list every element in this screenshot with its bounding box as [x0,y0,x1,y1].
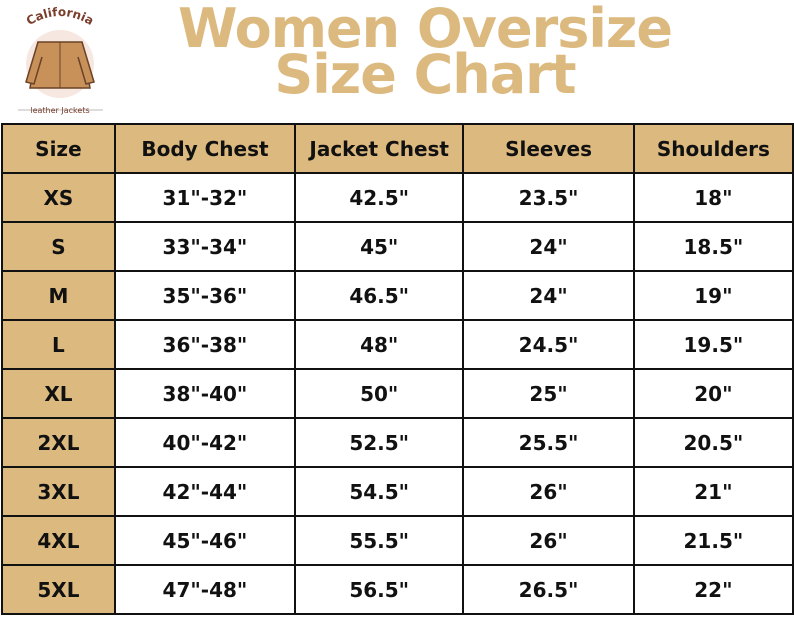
value-cell: 45" [294,221,465,272]
value-cell: 40"-42" [113,417,297,468]
value-cell: 50" [294,368,465,419]
header-row: Size Body Chest Jacket Chest Sleeves Shoulde… [1,123,794,174]
value-cell: 26" [462,466,635,517]
table-row: 5XL 47"-48" 56.5" 26.5" 22" [1,564,794,615]
table-row: 3XL 42"-44" 54.5" 26" 21" [1,466,794,517]
value-cell: 31"-32" [113,172,297,223]
value-cell: 26.5" [462,564,635,615]
title: Women Oversize Size Chart [130,0,720,106]
logo-text: California [24,5,96,28]
value-cell: 23.5" [462,172,635,223]
value-cell: 52.5" [294,417,465,468]
value-cell: 35"-36" [113,270,297,321]
value-cell: 56.5" [294,564,465,615]
value-cell: 20.5" [632,417,794,468]
title-line: Size Chart [274,43,576,106]
logo: California leather Jackets [18,5,103,115]
size-cell: S [1,221,116,272]
value-cell: 21" [632,466,794,517]
size-cell: 3XL [1,466,116,517]
value-cell: 42.5" [294,172,465,223]
logo-bottom: leather Jackets [30,106,89,115]
value-cell: 33"-34" [113,221,297,272]
table-row: XS 31"-32" 42.5" 23.5" 18" [1,172,794,223]
size-cell: 4XL [1,515,116,566]
size-cell: L [1,319,116,370]
value-cell: 24" [462,221,635,272]
value-cell: 46.5" [294,270,465,321]
size-table: Size Body Chest Jacket Chest Sleeves Shoulde… [1,123,794,615]
value-cell: 18.5" [632,221,794,272]
size-cell: XS [1,172,116,223]
size-cell: 5XL [1,564,116,615]
table-row: L 36"-38" 48" 24.5" 19.5" [1,319,794,370]
value-cell: 19.5" [632,319,794,370]
table-row: 2XL 40"-42" 52.5" 25.5" 20.5" [1,417,794,468]
value-cell: 36"-38" [113,319,297,370]
value-cell: 54.5" [294,466,465,517]
logo-top: California [24,5,96,28]
value-cell: 48" [294,319,465,370]
column-header: Body Chest [113,123,297,174]
value-cell: 26" [462,515,635,566]
table-row: XL 38"-40" 50" 25" 20" [1,368,794,419]
value-cell: 20" [632,368,794,419]
value-cell: 55.5" [294,515,465,566]
size-cell: XL [1,368,116,419]
column-header: Sleeves [462,123,635,174]
title-line: Women Oversize [178,0,673,60]
table-row: S 33"-34" 45" 24" 18.5" [1,221,794,272]
column-header: Jacket Chest [294,123,465,174]
value-cell: 25" [462,368,635,419]
value-cell: 25.5" [462,417,635,468]
value-cell: 38"-40" [113,368,297,419]
value-cell: 19" [632,270,794,321]
table-row: M 35"-36" 46.5" 24" 19" [1,270,794,321]
value-cell: 24" [462,270,635,321]
column-header: Size [1,123,116,174]
value-cell: 45"-46" [113,515,297,566]
value-cell: 47"-48" [113,564,297,615]
value-cell: 24.5" [462,319,635,370]
table-row: 4XL 45"-46" 55.5" 26" 21.5" [1,515,794,566]
size-cell: 2XL [1,417,116,468]
size-cell: M [1,270,116,321]
column-header: Shoulders [632,123,794,174]
value-cell: 22" [632,564,794,615]
value-cell: 42"-44" [113,466,297,517]
value-cell: 18" [632,172,794,223]
jacket-sleeves [25,41,95,85]
value-cell: 21.5" [632,515,794,566]
